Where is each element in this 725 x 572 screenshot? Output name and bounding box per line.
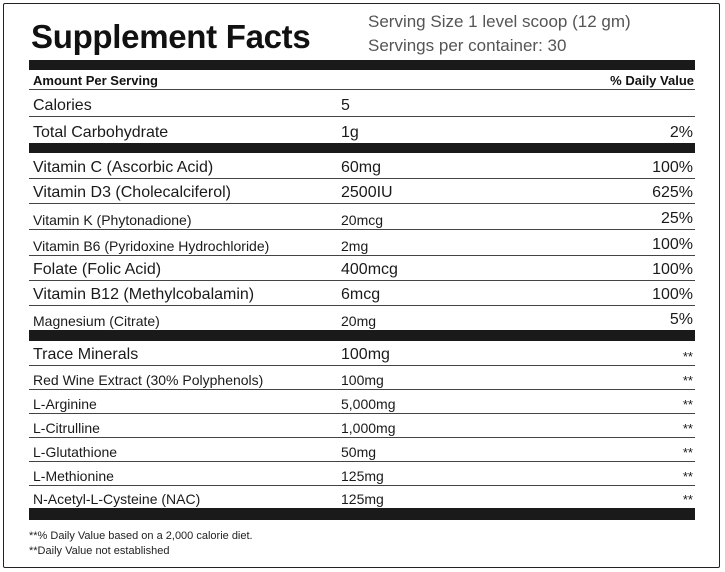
ingredient-row: L-Glutathione 50mg ** xyxy=(29,438,695,462)
amount-per-serving-header: Amount Per Serving xyxy=(33,73,158,88)
nutrient-row: Magnesium (Citrate) 20mg 5% xyxy=(29,306,695,330)
panel-title: Supplement Facts xyxy=(31,18,311,55)
ingredient-name: L-Methionine xyxy=(33,468,114,484)
nutrient-amount: 20mg xyxy=(341,313,377,329)
nutrient-row: Vitamin B6 (Pyridoxine Hydrochloride) 2m… xyxy=(29,230,695,256)
ingredient-daily-value: ** xyxy=(682,397,693,412)
nutrient-daily-value: 100% xyxy=(652,159,693,176)
ingredient-amount: 5,000mg xyxy=(341,396,396,412)
ingredient-daily-value: ** xyxy=(682,373,693,388)
nutrient-daily-value: 25% xyxy=(660,210,693,227)
nutrient-daily-value: 100% xyxy=(652,261,693,278)
ingredient-name: L-Glutathione xyxy=(33,444,118,460)
nutrient-name: Magnesium (Citrate) xyxy=(33,313,160,329)
footnote-daily-value-basis: **% Daily Value based on a 2,000 calorie… xyxy=(29,530,253,542)
nutrient-daily-value: 5% xyxy=(669,311,693,328)
nutrient-daily-value: 100% xyxy=(652,286,693,303)
ingredient-daily-value: ** xyxy=(682,445,693,460)
ingredient-name: L-Citrulline xyxy=(33,420,100,436)
thick-divider xyxy=(29,330,695,341)
thick-divider xyxy=(29,143,695,153)
nutrient-name: Vitamin B6 (Pyridoxine Hydrochloride) xyxy=(33,238,270,254)
ingredient-name: N-Acetyl-L-Cysteine (NAC) xyxy=(33,491,201,507)
ingredient-daily-value: ** xyxy=(682,349,693,364)
ingredient-name: Trace Minerals xyxy=(33,346,139,363)
ingredient-amount: 50mg xyxy=(341,444,377,460)
nutrient-amount: 400mcg xyxy=(341,261,398,278)
nutrient-name: Calories xyxy=(33,97,92,114)
daily-value-header: % Daily Value xyxy=(610,73,694,88)
nutrient-amount: 2500IU xyxy=(341,184,393,201)
ingredient-amount: 125mg xyxy=(341,491,384,507)
nutrient-row: Total Carbohydrate 1g 2% xyxy=(29,117,695,143)
ingredient-row: Red Wine Extract (30% Polyphenols) 100mg… xyxy=(29,366,695,390)
serving-size: Serving Size 1 level scoop (12 gm) xyxy=(368,12,631,31)
ingredient-amount: 100mg xyxy=(341,346,390,363)
ingredient-row: L-Arginine 5,000mg ** xyxy=(29,390,695,414)
nutrient-amount: 1g xyxy=(341,124,359,141)
header-rule xyxy=(29,89,695,90)
nutrient-name: Folate (Folic Acid) xyxy=(33,261,162,278)
nutrient-amount: 5 xyxy=(341,97,350,114)
nutrient-row: Vitamin K (Phytonadione) 20mcg 25% xyxy=(29,204,695,230)
nutrient-daily-value: 100% xyxy=(652,236,693,253)
ingredient-row: N-Acetyl-L-Cysteine (NAC) 125mg ** xyxy=(29,486,695,508)
nutrient-row: Vitamin B12 (Methylcobalamin) 6mcg 100% xyxy=(29,281,695,306)
ingredient-amount: 100mg xyxy=(341,372,384,388)
nutrient-row: Vitamin D3 (Cholecalciferol) 2500IU 625% xyxy=(29,179,695,204)
nutrient-amount: 60mg xyxy=(341,159,382,176)
nutrient-amount: 2mg xyxy=(341,238,369,254)
nutrient-name: Total Carbohydrate xyxy=(33,124,169,141)
thick-divider-bottom xyxy=(29,508,695,520)
ingredient-daily-value: ** xyxy=(682,492,693,507)
thick-divider-top xyxy=(29,60,695,70)
nutrient-name: Vitamin B12 (Methylcobalamin) xyxy=(33,286,255,303)
ingredient-row: L-Citrulline 1,000mg ** xyxy=(29,414,695,438)
ingredient-name: L-Arginine xyxy=(33,396,97,412)
servings-per-container: Servings per container: 30 xyxy=(368,36,567,55)
nutrient-daily-value: 2% xyxy=(669,124,693,141)
supplement-facts-panel xyxy=(3,3,720,568)
nutrient-row: Folate (Folic Acid) 400mcg 100% xyxy=(29,256,695,281)
nutrient-name: Vitamin C (Ascorbic Acid) xyxy=(33,159,214,176)
ingredient-daily-value: ** xyxy=(682,421,693,436)
nutrient-row: Vitamin C (Ascorbic Acid) 60mg 100% xyxy=(29,153,695,179)
footnote-not-established: **Daily Value not established xyxy=(29,545,170,557)
nutrient-amount: 20mcg xyxy=(341,212,384,228)
nutrient-amount: 6mcg xyxy=(341,286,381,303)
ingredient-amount: 125mg xyxy=(341,468,384,484)
ingredient-amount: 1,000mg xyxy=(341,420,396,436)
ingredient-name: Red Wine Extract (30% Polyphenols) xyxy=(33,372,264,388)
nutrient-name: Vitamin D3 (Cholecalciferol) xyxy=(33,184,231,201)
ingredient-daily-value: ** xyxy=(682,469,693,484)
nutrient-daily-value: 625% xyxy=(652,184,693,201)
ingredient-row: Trace Minerals 100mg ** xyxy=(29,341,695,366)
nutrient-name: Vitamin K (Phytonadione) xyxy=(33,212,192,228)
nutrient-row: Calories 5 xyxy=(29,90,695,117)
ingredient-row: L-Methionine 125mg ** xyxy=(29,462,695,486)
